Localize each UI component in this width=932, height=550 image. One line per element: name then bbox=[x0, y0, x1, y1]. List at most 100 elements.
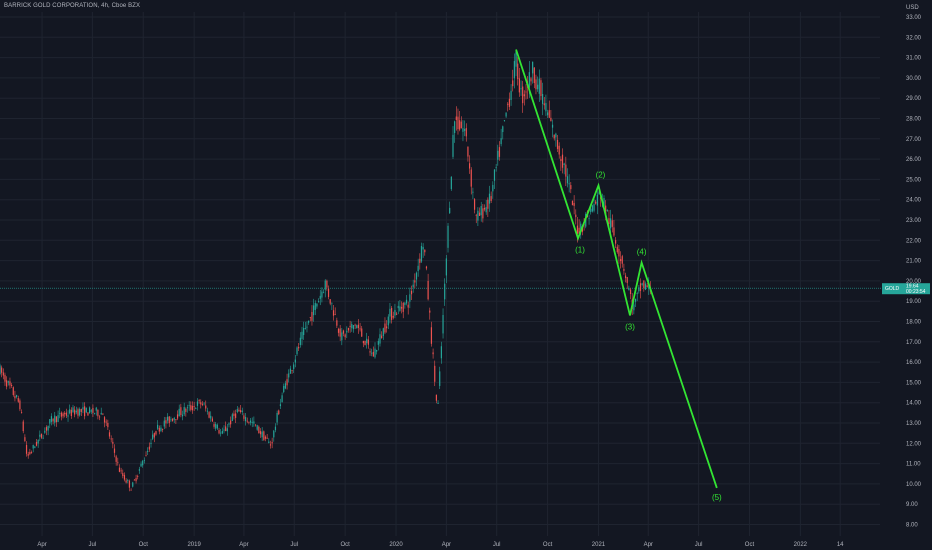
candle-body bbox=[540, 80, 542, 97]
candle-body bbox=[288, 373, 290, 378]
candle-body bbox=[641, 283, 643, 285]
candlestick-series bbox=[0, 50, 652, 492]
candle-body bbox=[341, 332, 343, 341]
candle-body bbox=[437, 402, 439, 404]
candle-body bbox=[455, 116, 457, 121]
candle-body bbox=[629, 289, 632, 295]
candle-body bbox=[518, 78, 520, 93]
price-badge-value-box bbox=[904, 283, 930, 295]
candle-body bbox=[492, 184, 494, 192]
candle-body bbox=[468, 163, 471, 169]
candle-body bbox=[181, 414, 184, 417]
candle-body bbox=[419, 258, 421, 263]
candle-body bbox=[420, 246, 423, 262]
candle-body bbox=[64, 412, 66, 415]
elliott-wave-label: (1) bbox=[575, 245, 585, 254]
candle-body bbox=[198, 400, 200, 402]
candle-body bbox=[11, 384, 13, 386]
candle-body bbox=[429, 310, 431, 313]
candle-body bbox=[512, 80, 514, 87]
y-tick-label: 17.00 bbox=[906, 340, 922, 346]
candle-body bbox=[269, 444, 272, 446]
candle-body bbox=[7, 381, 9, 383]
candle-body bbox=[54, 415, 56, 423]
candle-body bbox=[556, 139, 559, 149]
candle-body bbox=[399, 306, 401, 311]
candle-body bbox=[319, 295, 321, 299]
candle-body bbox=[615, 240, 617, 244]
candle-body bbox=[517, 63, 519, 80]
price-axis[interactable]: USD 33.00 32.00 31.00 30.00 29.00 28.00 27.00 26… bbox=[906, 5, 922, 529]
candle-body bbox=[392, 315, 394, 318]
candle-body bbox=[264, 436, 267, 439]
candle-body bbox=[75, 410, 77, 413]
candle-body bbox=[226, 428, 228, 432]
y-tick-label: 32.00 bbox=[906, 35, 922, 41]
candle-body bbox=[30, 452, 33, 453]
candle-body bbox=[566, 176, 569, 184]
candle-body bbox=[25, 444, 28, 454]
candle-body bbox=[283, 386, 285, 393]
x-tick-label: Apr bbox=[442, 542, 451, 548]
candle-body bbox=[57, 415, 59, 422]
candle-body bbox=[248, 421, 250, 423]
candle-body bbox=[304, 328, 306, 329]
candle-body bbox=[185, 408, 187, 412]
candle-body bbox=[195, 408, 197, 410]
candle-body bbox=[289, 368, 291, 374]
y-tick-label: 13.00 bbox=[906, 421, 922, 427]
candle-body bbox=[135, 478, 137, 482]
x-tick-label: Oct bbox=[340, 542, 350, 548]
candle-body bbox=[34, 446, 36, 448]
candle-body bbox=[254, 424, 257, 426]
time-axis[interactable]: Apr Jul Oct 2019 Apr Jul Oct 2020 Apr Jul Oct 2021 A… bbox=[37, 542, 844, 548]
candle-body bbox=[190, 405, 192, 410]
candle-body bbox=[17, 398, 19, 402]
candle-body bbox=[555, 133, 557, 138]
elliott-wave-drawing[interactable]: (1) (2) (3) (4) (5) bbox=[515, 49, 722, 502]
candle-body bbox=[271, 442, 273, 444]
candle-body bbox=[251, 422, 253, 423]
candle-body bbox=[616, 246, 618, 253]
candle-body bbox=[497, 150, 499, 160]
candle-body bbox=[472, 191, 474, 193]
candle-body bbox=[522, 86, 524, 104]
candle-body bbox=[503, 120, 506, 121]
candle-body bbox=[138, 469, 140, 471]
y-axis-unit: USD bbox=[906, 5, 919, 11]
candle-body bbox=[367, 339, 369, 345]
candle-body bbox=[605, 205, 607, 215]
candle-body bbox=[175, 419, 177, 420]
candle-body bbox=[520, 88, 522, 90]
candle-body bbox=[452, 134, 454, 157]
candle-body bbox=[143, 460, 145, 461]
candle-body bbox=[359, 328, 361, 330]
candle-body bbox=[4, 374, 6, 382]
candle-body bbox=[220, 432, 222, 434]
candle-body bbox=[201, 403, 204, 405]
candle-body bbox=[351, 324, 353, 329]
candle-body bbox=[180, 407, 182, 416]
candle-body bbox=[62, 413, 64, 417]
candle-body bbox=[487, 199, 489, 209]
candle-body bbox=[150, 442, 152, 444]
candle-body bbox=[603, 198, 605, 208]
candle-body bbox=[157, 424, 159, 429]
candle-body bbox=[118, 467, 121, 472]
candle-body bbox=[322, 292, 325, 294]
candle-body bbox=[530, 78, 532, 82]
candle-body bbox=[193, 406, 195, 407]
candle-body bbox=[122, 473, 124, 477]
candle-body bbox=[59, 412, 61, 414]
candle-body bbox=[246, 420, 248, 422]
candle-body bbox=[223, 429, 225, 431]
candle-body bbox=[457, 116, 459, 130]
y-tick-label: 20.00 bbox=[906, 279, 922, 285]
candle-body bbox=[128, 480, 131, 488]
candle-body bbox=[281, 395, 283, 403]
candle-body bbox=[430, 327, 433, 344]
candle-body bbox=[93, 413, 96, 414]
y-tick-label: 14.00 bbox=[906, 401, 922, 407]
candle-body bbox=[480, 205, 482, 216]
